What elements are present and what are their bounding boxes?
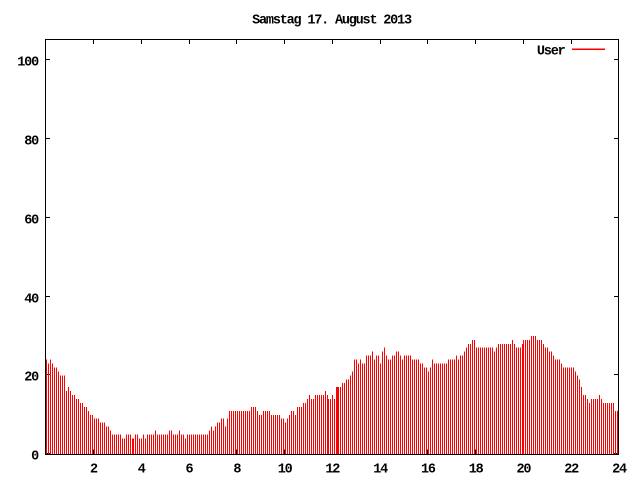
svg-text:24: 24: [612, 462, 627, 477]
svg-text:14: 14: [373, 462, 388, 477]
svg-text:80: 80: [24, 134, 39, 149]
svg-text:10: 10: [278, 462, 293, 477]
svg-text:18: 18: [469, 462, 484, 477]
svg-text:6: 6: [186, 462, 194, 477]
svg-text:20: 20: [24, 370, 39, 385]
svg-text:16: 16: [421, 462, 436, 477]
svg-text:Samstag 17. August 2013: Samstag 17. August 2013: [252, 13, 412, 28]
svg-text:22: 22: [564, 462, 579, 477]
svg-text:0: 0: [31, 449, 39, 464]
svg-text:40: 40: [24, 292, 39, 307]
svg-text:User: User: [537, 44, 566, 59]
svg-text:60: 60: [24, 213, 39, 228]
svg-text:20: 20: [516, 462, 531, 477]
svg-text:8: 8: [233, 462, 241, 477]
svg-text:12: 12: [325, 462, 340, 477]
svg-text:100: 100: [17, 55, 39, 70]
svg-text:4: 4: [138, 462, 146, 477]
svg-text:2: 2: [90, 462, 98, 477]
